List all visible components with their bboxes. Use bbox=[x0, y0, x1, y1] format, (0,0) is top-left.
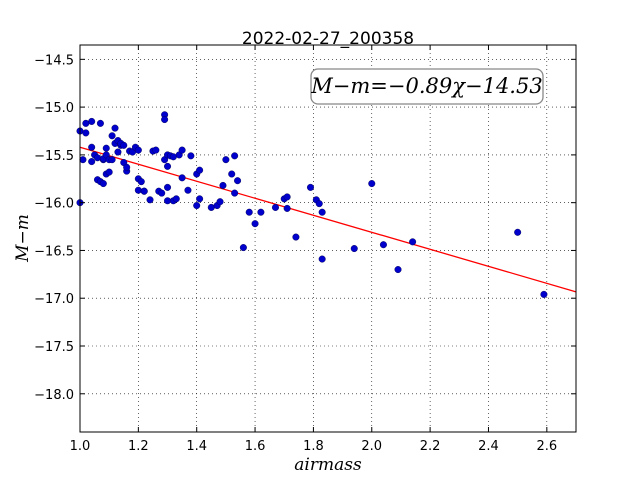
fit-label-box: M−m=−0.89χ−14.53 bbox=[310, 68, 544, 105]
data-point bbox=[172, 195, 180, 203]
data-point bbox=[219, 181, 227, 189]
y-tick-label: −16.0 bbox=[34, 197, 74, 212]
y-tick-label: −14.5 bbox=[34, 53, 74, 68]
data-point bbox=[178, 174, 186, 182]
data-point bbox=[102, 144, 110, 152]
chart-title: 2022-02-27_200358 bbox=[242, 29, 414, 49]
data-point bbox=[164, 162, 172, 170]
data-point bbox=[187, 152, 195, 160]
x-tick-label: 2.6 bbox=[536, 439, 557, 454]
data-points bbox=[76, 111, 548, 298]
plot-frame bbox=[79, 44, 577, 433]
data-point bbox=[239, 244, 247, 252]
data-point bbox=[178, 146, 186, 154]
data-point bbox=[228, 170, 236, 178]
data-point bbox=[315, 200, 323, 208]
y-axis-label: M−m bbox=[13, 214, 33, 263]
data-point bbox=[409, 238, 417, 246]
y-tick-label: −18.0 bbox=[34, 388, 74, 403]
data-point bbox=[94, 154, 102, 162]
fit-label-frame bbox=[310, 68, 544, 105]
y-tick-label: −17.0 bbox=[34, 292, 74, 307]
x-tick-label: 1.6 bbox=[245, 439, 266, 454]
data-point bbox=[222, 156, 230, 164]
fit-equation-label: M−m=−0.89χ−14.53 bbox=[310, 74, 542, 98]
data-point bbox=[283, 204, 291, 212]
x-tick-label: 1.0 bbox=[70, 439, 91, 454]
data-point bbox=[540, 290, 548, 298]
fit-line-group bbox=[79, 146, 577, 293]
data-point bbox=[207, 203, 215, 211]
data-point bbox=[193, 202, 201, 210]
data-point bbox=[111, 124, 119, 132]
x-tick-label: 2.2 bbox=[420, 439, 441, 454]
data-point bbox=[231, 152, 239, 160]
data-point bbox=[184, 186, 192, 194]
data-point bbox=[82, 119, 90, 127]
data-point bbox=[108, 156, 116, 164]
data-point bbox=[350, 245, 358, 253]
data-point bbox=[216, 198, 224, 206]
data-point bbox=[88, 158, 96, 166]
data-point bbox=[79, 156, 87, 164]
data-point bbox=[82, 129, 90, 137]
data-point bbox=[105, 168, 113, 176]
data-point bbox=[283, 193, 291, 201]
data-point bbox=[231, 189, 239, 197]
data-point bbox=[164, 183, 172, 191]
data-point bbox=[99, 180, 107, 188]
data-point bbox=[245, 208, 253, 216]
data-point bbox=[152, 146, 160, 154]
x-tick-label: 2.4 bbox=[478, 439, 499, 454]
axis-ticks: 1.0 1.2 1.4 1.6 1.8 2.0 2.2 2.4 2.6 −14.5 −15.0 −15… bbox=[34, 45, 576, 454]
x-axis-label: airmass bbox=[294, 455, 362, 475]
data-point bbox=[306, 183, 314, 191]
data-point bbox=[161, 116, 169, 124]
data-point bbox=[257, 208, 265, 216]
fit-line bbox=[79, 146, 577, 293]
data-point bbox=[318, 208, 326, 216]
y-tick-label: −15.0 bbox=[34, 101, 74, 116]
data-point bbox=[88, 117, 96, 125]
y-tick-label: −15.5 bbox=[34, 149, 74, 164]
data-point bbox=[137, 178, 145, 186]
data-point bbox=[146, 196, 154, 204]
data-point bbox=[140, 187, 148, 195]
x-tick-label: 2.0 bbox=[361, 439, 382, 454]
data-point bbox=[96, 119, 104, 127]
data-point bbox=[292, 233, 300, 241]
data-point bbox=[394, 266, 402, 274]
data-point bbox=[251, 220, 259, 228]
x-tick-label: 1.2 bbox=[128, 439, 149, 454]
data-point bbox=[114, 148, 122, 156]
data-point bbox=[134, 146, 142, 154]
data-point bbox=[134, 186, 142, 194]
data-point bbox=[164, 197, 172, 205]
data-point bbox=[88, 143, 96, 151]
data-point bbox=[318, 255, 326, 263]
data-point bbox=[379, 241, 387, 249]
y-tick-label: −17.5 bbox=[34, 340, 74, 355]
data-point bbox=[271, 203, 279, 211]
data-point bbox=[368, 180, 376, 188]
x-tick-label: 1.4 bbox=[186, 439, 207, 454]
data-point bbox=[234, 177, 242, 185]
data-point bbox=[123, 163, 131, 171]
data-point bbox=[108, 132, 116, 140]
data-point bbox=[514, 228, 522, 236]
data-point bbox=[169, 153, 177, 161]
data-point bbox=[196, 195, 204, 203]
data-point bbox=[120, 141, 128, 149]
data-point bbox=[158, 189, 166, 197]
y-tick-label: −16.5 bbox=[34, 244, 74, 259]
x-tick-label: 1.8 bbox=[303, 439, 324, 454]
data-point bbox=[196, 166, 204, 174]
